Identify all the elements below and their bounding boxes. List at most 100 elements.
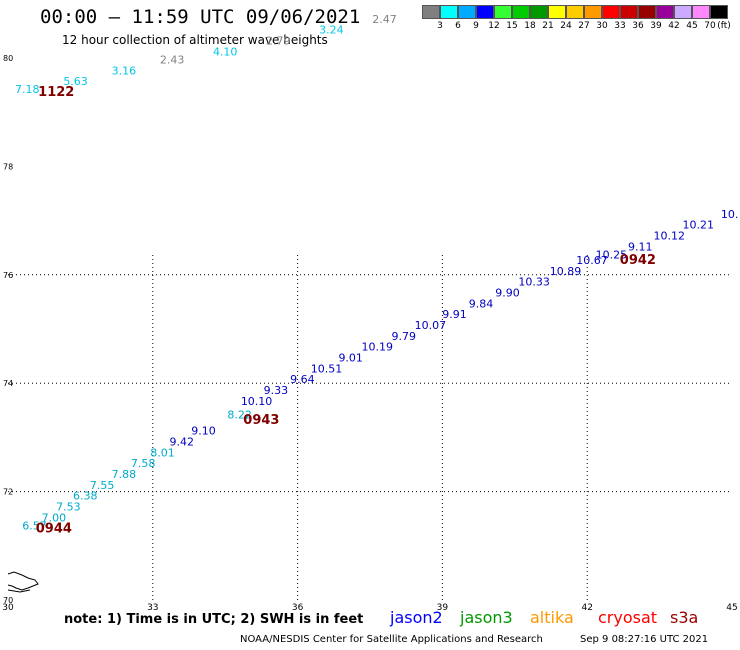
wave-height-label: 7.53 bbox=[56, 501, 81, 514]
pass-time-label: 1122 bbox=[38, 85, 74, 100]
color-swatch bbox=[440, 5, 458, 19]
lon-tick-label: 42 bbox=[581, 603, 592, 613]
wave-height-label: 10.51 bbox=[311, 362, 343, 375]
wave-height-label: 9.01 bbox=[338, 352, 363, 365]
lat-tick-label: 72 bbox=[3, 488, 13, 497]
color-swatch bbox=[656, 5, 674, 19]
pass-time-label: 0943 bbox=[243, 413, 279, 428]
lon-tick-label: 30 bbox=[2, 603, 14, 613]
lon-tick-label: 36 bbox=[292, 603, 304, 613]
color-swatch bbox=[584, 5, 602, 19]
wave-height-label: 3.24 bbox=[319, 24, 344, 37]
wave-height-label: 10.21 bbox=[682, 219, 714, 232]
lon-tick-label: 45 bbox=[726, 603, 737, 613]
wave-height-label: 9.42 bbox=[170, 436, 195, 449]
coastline bbox=[7, 571, 39, 593]
color-legend-label: 18 bbox=[524, 21, 536, 31]
wave-height-label: 9.90 bbox=[495, 286, 520, 299]
coastline-path bbox=[7, 589, 31, 593]
wave-height-label: 6.57 bbox=[22, 520, 47, 533]
color-legend-label: 39 bbox=[650, 21, 662, 31]
color-legend-label: 3 bbox=[437, 21, 443, 31]
wave-height-label: 9.11 bbox=[628, 240, 653, 253]
wave-height-label: 10.12 bbox=[654, 230, 686, 243]
color-legend-label: 12 bbox=[488, 21, 500, 31]
wave-height-labels: 7.18 5.63 3.16 2.43 4.10 2.79 3.24 2.47 6.577.00… bbox=[15, 13, 738, 533]
wave-height-label: 7.58 bbox=[131, 457, 156, 470]
wave-height-label: 10. bbox=[721, 208, 739, 221]
wave-height-label: 7.18 bbox=[15, 83, 40, 96]
color-swatch bbox=[422, 5, 440, 19]
satellite-legend-jason2: jason2 bbox=[390, 608, 443, 627]
lat-tick-label: 74 bbox=[3, 379, 13, 388]
wave-height-label: 5.63 bbox=[63, 75, 88, 88]
color-legend-label: 30 bbox=[596, 21, 608, 31]
satellite-legend-cryosat: cryosat bbox=[598, 608, 658, 627]
wave-height-label: 9.91 bbox=[442, 308, 467, 321]
pass-time-label: 0944 bbox=[36, 521, 72, 536]
pass-time-label: 0942 bbox=[620, 253, 656, 268]
chart-subtitle: 12 hour collection of altimeter wave hei… bbox=[62, 33, 328, 47]
color-legend-label: 6 bbox=[455, 21, 461, 31]
chart-title: 00:00 – 11:59 UTC 09/06/2021 bbox=[40, 6, 361, 28]
color-legend-label: (ft) bbox=[717, 21, 731, 31]
color-legend bbox=[422, 5, 728, 19]
color-swatch bbox=[512, 5, 530, 19]
satellite-legend-jason3: jason3 bbox=[460, 608, 513, 627]
color-swatch bbox=[602, 5, 620, 19]
color-swatch bbox=[674, 5, 692, 19]
wave-height-label: 3.16 bbox=[112, 64, 137, 77]
wave-height-label: 10.07 bbox=[415, 319, 447, 332]
coastline-path bbox=[7, 571, 39, 591]
color-legend-label: 27 bbox=[578, 21, 590, 31]
color-legend-label: 42 bbox=[668, 21, 680, 31]
color-swatch bbox=[548, 5, 566, 19]
lat-tick-label: 78 bbox=[3, 162, 13, 171]
wave-height-label: 10.67 bbox=[576, 254, 608, 267]
wave-height-label: 10.89 bbox=[550, 265, 582, 278]
color-swatch bbox=[692, 5, 710, 19]
color-legend-label: 9 bbox=[473, 21, 479, 31]
color-swatch bbox=[476, 5, 494, 19]
wave-height-label: 7.55 bbox=[90, 479, 115, 492]
lat-tick-label: 76 bbox=[3, 271, 13, 280]
wave-height-label: 10.19 bbox=[361, 341, 393, 354]
color-swatch bbox=[458, 5, 476, 19]
wave-height-label: 8.22 bbox=[227, 408, 252, 421]
wave-height-label: 9.79 bbox=[392, 330, 417, 343]
color-swatch bbox=[530, 5, 548, 19]
wave-height-label: 9.10 bbox=[191, 425, 216, 438]
color-legend-label: 21 bbox=[542, 21, 554, 31]
wave-height-label: 7.00 bbox=[42, 511, 67, 524]
lon-tick-label: 33 bbox=[147, 603, 158, 613]
wave-height-label: 8.01 bbox=[150, 446, 175, 459]
color-legend-label: 24 bbox=[560, 21, 572, 31]
lat-tick-label: 80 bbox=[3, 54, 13, 63]
lon-tick-label: 39 bbox=[437, 603, 449, 613]
footer-credit: NOAA/NESDIS Center for Satellite Applica… bbox=[240, 634, 543, 645]
wave-height-label: 7.88 bbox=[112, 468, 137, 481]
wave-height-label: 9.84 bbox=[469, 297, 494, 310]
axis-ticks: 30 33 36 39 42 45 80 78 76 74 72 70 bbox=[2, 54, 737, 613]
satellite-legend-altika: altika bbox=[530, 608, 574, 627]
lat-lon-grid bbox=[8, 255, 732, 600]
wave-height-label: 2.79 bbox=[266, 34, 291, 47]
wave-height-label: 2.43 bbox=[160, 53, 185, 66]
wave-height-label: 6.38 bbox=[73, 490, 98, 503]
wave-height-label: 10.33 bbox=[518, 276, 550, 289]
color-swatch bbox=[620, 5, 638, 19]
lat-tick-label: 70 bbox=[3, 596, 13, 605]
satellite-legend-s3a: s3a bbox=[670, 608, 699, 627]
color-legend-label: 70 bbox=[704, 21, 716, 31]
color-legend-label: 15 bbox=[506, 21, 518, 31]
wave-height-label: 2.47 bbox=[372, 13, 397, 26]
color-swatch bbox=[710, 5, 728, 19]
wave-height-label: 9.64 bbox=[290, 373, 315, 386]
color-swatch bbox=[566, 5, 584, 19]
wave-height-label: 10.25 bbox=[596, 249, 628, 262]
time-labels: 1122 0943 0942 0944 bbox=[36, 85, 656, 536]
color-legend-label: 36 bbox=[632, 21, 644, 31]
wave-height-label: 4.10 bbox=[213, 45, 238, 58]
color-swatch bbox=[638, 5, 656, 19]
